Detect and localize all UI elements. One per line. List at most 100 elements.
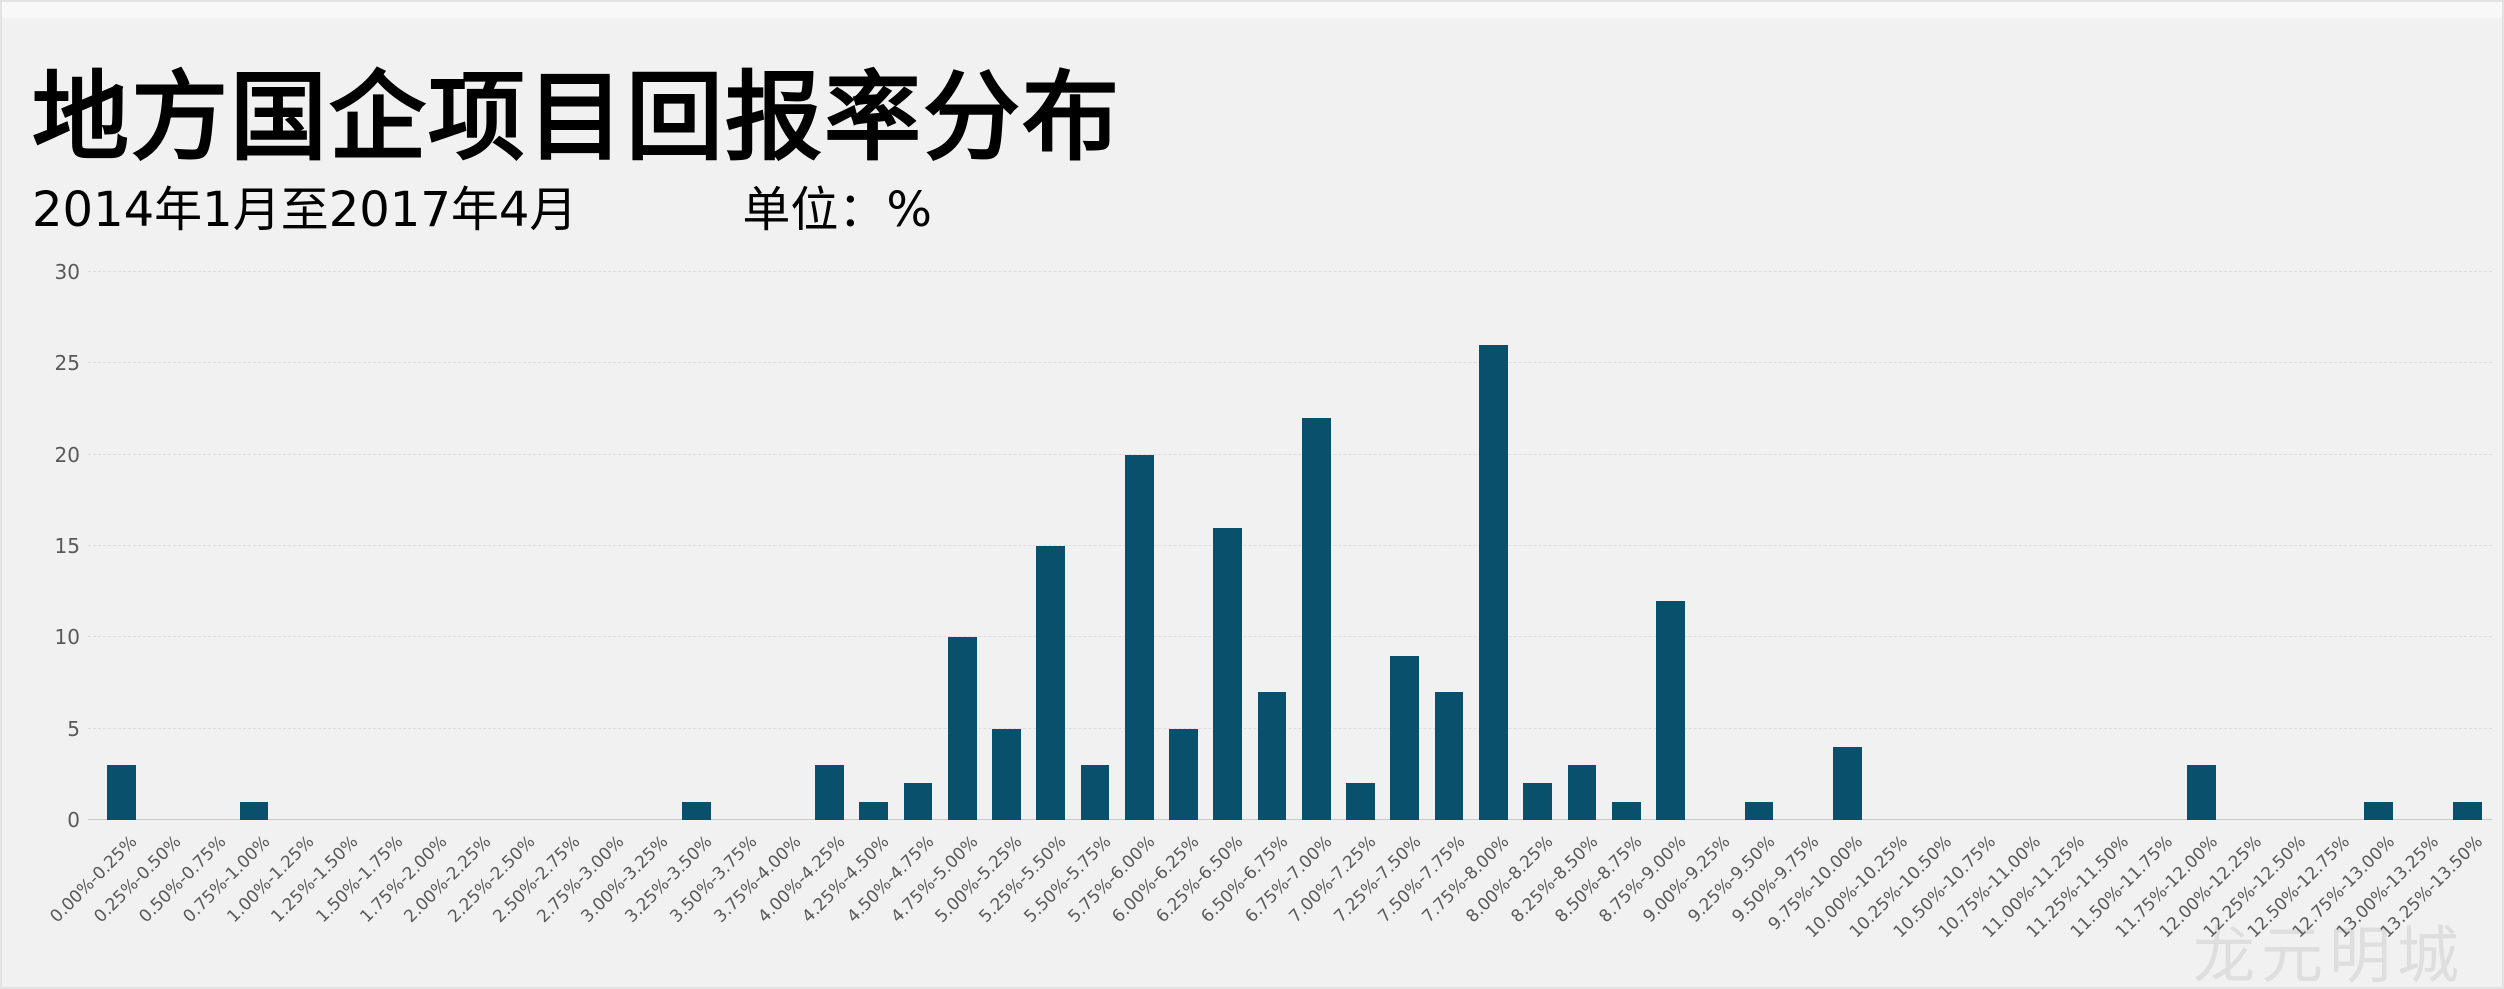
bar: [1833, 746, 1862, 820]
bar-slot: [1516, 272, 1560, 820]
bar-slot: [320, 272, 364, 820]
plot-area: 0 5 10 15 20 25 30 龙元明城 0.00%-0.25% 0.25%-0.50%…: [46, 261, 2492, 987]
bar: [1390, 655, 1420, 820]
y-axis-label: 10: [54, 625, 80, 650]
bar-slot: [763, 272, 807, 820]
gridline-y15: [88, 545, 2492, 546]
bar-slot: [807, 272, 851, 820]
bar-slot: [984, 272, 1028, 820]
subtitle-unit: 单位：%: [742, 182, 933, 238]
bar: [2364, 801, 2394, 820]
bar: [1080, 765, 1110, 820]
bar-slot: [1206, 272, 1250, 820]
bar: [1213, 527, 1243, 820]
bar-slot: [1825, 272, 1869, 820]
bar-slot: [1914, 272, 1958, 820]
bar: [1301, 418, 1331, 820]
bar-slot: [1737, 272, 1781, 820]
bar-slot: [2224, 272, 2268, 820]
y-axis-label: 15: [54, 534, 80, 558]
bar: [947, 637, 977, 820]
watermark: 龙元明城: [2192, 919, 2465, 989]
bar-slot: [674, 272, 718, 820]
bar-slot: [1294, 272, 1338, 820]
bars-layer: [99, 272, 2489, 820]
bar: [1434, 692, 1464, 820]
bar-slot: [276, 272, 320, 820]
bar: [1346, 783, 1375, 820]
gridline-y10: [88, 636, 2492, 638]
bar-slot: [1604, 272, 1648, 820]
bar: [903, 783, 933, 820]
bar-slot: [2357, 272, 2401, 820]
bar-slot: [232, 272, 276, 820]
bar-slot: [1161, 272, 1205, 820]
chart-subtitle: 2014年1月至2017年4月 单位：%: [32, 170, 932, 240]
bar-slot: [896, 272, 940, 820]
bar: [1124, 454, 1154, 820]
y-axis-label: 0: [67, 808, 80, 832]
y-axis-label: 25: [54, 351, 80, 376]
bar: [1257, 692, 1287, 820]
bar-slot: [719, 272, 763, 820]
bar-slot: [2401, 272, 2445, 820]
bar-slot: [1383, 272, 1427, 820]
bar-slot: [1250, 272, 1294, 820]
bar-slot: [1648, 272, 1692, 820]
bar-slot: [1560, 272, 1604, 820]
bar: [992, 728, 1021, 820]
page-title: 地方国企项目回报率分布: [32, 61, 1121, 174]
bar-slot: [1073, 272, 1117, 820]
bar-slot: [2312, 272, 2356, 820]
bar-slot: [1958, 272, 2002, 820]
bar-slot: [2047, 272, 2091, 820]
top-strip: [2, 2, 2502, 18]
bar: [1478, 345, 1508, 820]
gridline-y20: [88, 453, 2492, 455]
bar-slot: [1471, 272, 1515, 820]
bar: [815, 765, 844, 820]
subtitle-period: 2014年1月至2017年4月: [32, 182, 578, 238]
bar-slot: [1693, 272, 1737, 820]
y-axis-label: 30: [54, 260, 80, 284]
bar-slot: [188, 272, 232, 820]
bar: [1523, 783, 1553, 820]
bar-slot: [1338, 272, 1382, 820]
bar-slot: [409, 272, 453, 820]
bar-slot: [2135, 272, 2179, 820]
bar: [1036, 546, 1066, 820]
bar-slot: [630, 272, 674, 820]
bar-slot: [940, 272, 984, 820]
bar-slot: [143, 272, 187, 820]
bar-slot: [586, 272, 630, 820]
bar: [1567, 765, 1597, 820]
bar: [2187, 765, 2216, 820]
bar-slot: [2445, 272, 2489, 820]
bar: [1169, 728, 1198, 820]
x-axis-baseline: [88, 819, 2492, 820]
gridline-y5: [88, 727, 2492, 729]
bar-slot: [99, 272, 143, 820]
bar: [859, 801, 889, 820]
bar-slot: [1117, 272, 1161, 820]
y-axis-label: 5: [67, 716, 80, 741]
bar-slot: [453, 272, 497, 820]
bar-slot: [1781, 272, 1825, 820]
bar-slot: [365, 272, 409, 820]
bar-slot: [542, 272, 586, 820]
x-axis: 龙元明城 0.00%-0.25% 0.25%-0.50% 0.50%-0.75% 0.…: [46, 820, 2489, 989]
bar-slot: [497, 272, 541, 820]
bar-slot: [2179, 272, 2223, 820]
bar: [1656, 600, 1685, 820]
bar: [1611, 801, 1641, 820]
bar-slot: [1870, 272, 1914, 820]
bar: [106, 765, 136, 820]
bar-slot: [2091, 272, 2135, 820]
bar: [1744, 801, 1774, 820]
bar: [682, 801, 711, 820]
y-axis-label: 20: [54, 442, 80, 467]
bar: [239, 801, 269, 820]
bar: [2452, 801, 2482, 820]
bar-slot: [1427, 272, 1471, 820]
